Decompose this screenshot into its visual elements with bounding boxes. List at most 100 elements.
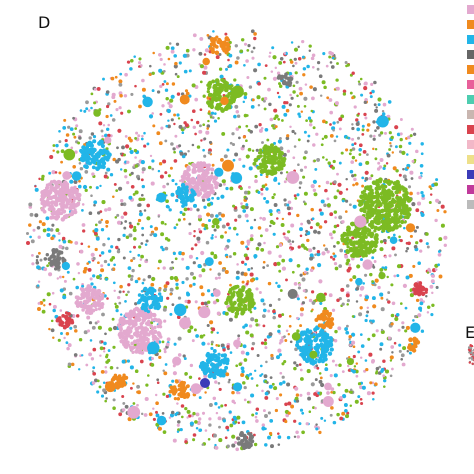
cluster-node xyxy=(317,358,322,363)
node xyxy=(65,246,69,251)
node xyxy=(140,160,145,165)
node xyxy=(299,307,305,312)
node xyxy=(235,275,240,280)
node xyxy=(170,142,174,146)
node xyxy=(267,411,271,415)
node xyxy=(93,231,98,236)
node xyxy=(177,336,182,341)
cluster-node xyxy=(247,431,251,436)
node xyxy=(470,344,474,348)
node xyxy=(249,272,254,277)
node xyxy=(353,142,357,145)
node xyxy=(323,220,328,224)
hub-node xyxy=(324,382,332,391)
cluster-node xyxy=(359,194,364,200)
node xyxy=(319,94,323,97)
node xyxy=(168,416,172,419)
node xyxy=(299,227,303,232)
node xyxy=(286,435,291,440)
node xyxy=(227,380,231,384)
node xyxy=(259,234,263,238)
node xyxy=(257,62,261,67)
node xyxy=(352,204,357,209)
node xyxy=(237,391,241,395)
node xyxy=(74,127,78,130)
cluster-node xyxy=(146,309,151,314)
node xyxy=(429,193,433,196)
node xyxy=(234,218,238,222)
node xyxy=(374,148,378,151)
node xyxy=(290,96,294,100)
node xyxy=(170,46,175,51)
legend-swatch xyxy=(467,185,474,194)
cluster-node xyxy=(270,156,274,160)
cluster-node xyxy=(185,185,189,189)
node xyxy=(194,132,197,136)
node xyxy=(217,117,220,120)
node xyxy=(255,287,259,291)
node xyxy=(220,194,225,199)
hub-node xyxy=(104,381,116,393)
node xyxy=(394,125,399,130)
cluster-node xyxy=(110,378,115,383)
node xyxy=(231,132,235,136)
node xyxy=(443,243,447,247)
node xyxy=(363,100,367,105)
node xyxy=(37,280,41,283)
node xyxy=(344,210,348,213)
cluster-node xyxy=(236,436,241,441)
node xyxy=(342,89,347,94)
node xyxy=(283,52,287,55)
node xyxy=(204,391,207,394)
node xyxy=(78,129,83,134)
node xyxy=(409,134,413,138)
node xyxy=(221,179,226,184)
node xyxy=(157,169,161,173)
node xyxy=(180,404,185,408)
node xyxy=(383,164,387,168)
node xyxy=(228,53,233,58)
node xyxy=(123,211,128,216)
node xyxy=(216,311,221,316)
node xyxy=(356,127,361,132)
cluster-node xyxy=(179,189,185,195)
legend-swatch xyxy=(467,140,474,149)
node xyxy=(112,345,116,349)
node xyxy=(357,112,360,116)
node xyxy=(116,249,121,254)
cluster-node xyxy=(42,209,47,214)
cluster-node xyxy=(84,148,89,153)
node xyxy=(286,134,290,138)
node xyxy=(328,55,332,59)
node xyxy=(238,125,242,129)
node xyxy=(283,198,287,202)
node xyxy=(269,224,272,228)
node xyxy=(145,383,149,387)
node xyxy=(416,201,422,206)
cluster-node xyxy=(196,176,201,181)
hub-node xyxy=(222,159,234,172)
node xyxy=(413,244,418,249)
node xyxy=(316,67,320,71)
node xyxy=(331,56,335,60)
node xyxy=(310,382,315,387)
node xyxy=(57,231,61,236)
node xyxy=(151,159,155,163)
node xyxy=(30,239,35,244)
node xyxy=(379,158,384,162)
cluster-node xyxy=(42,202,48,207)
node xyxy=(339,396,343,400)
node xyxy=(234,104,239,109)
node xyxy=(129,224,134,229)
node xyxy=(375,366,380,371)
cluster-node xyxy=(266,169,271,174)
node xyxy=(198,274,203,278)
node xyxy=(116,146,119,150)
cluster-node xyxy=(67,192,73,198)
node xyxy=(431,291,434,295)
node xyxy=(342,92,347,96)
node xyxy=(31,254,34,257)
node xyxy=(174,134,178,138)
cluster-node xyxy=(359,207,364,213)
hub-node xyxy=(309,350,318,359)
